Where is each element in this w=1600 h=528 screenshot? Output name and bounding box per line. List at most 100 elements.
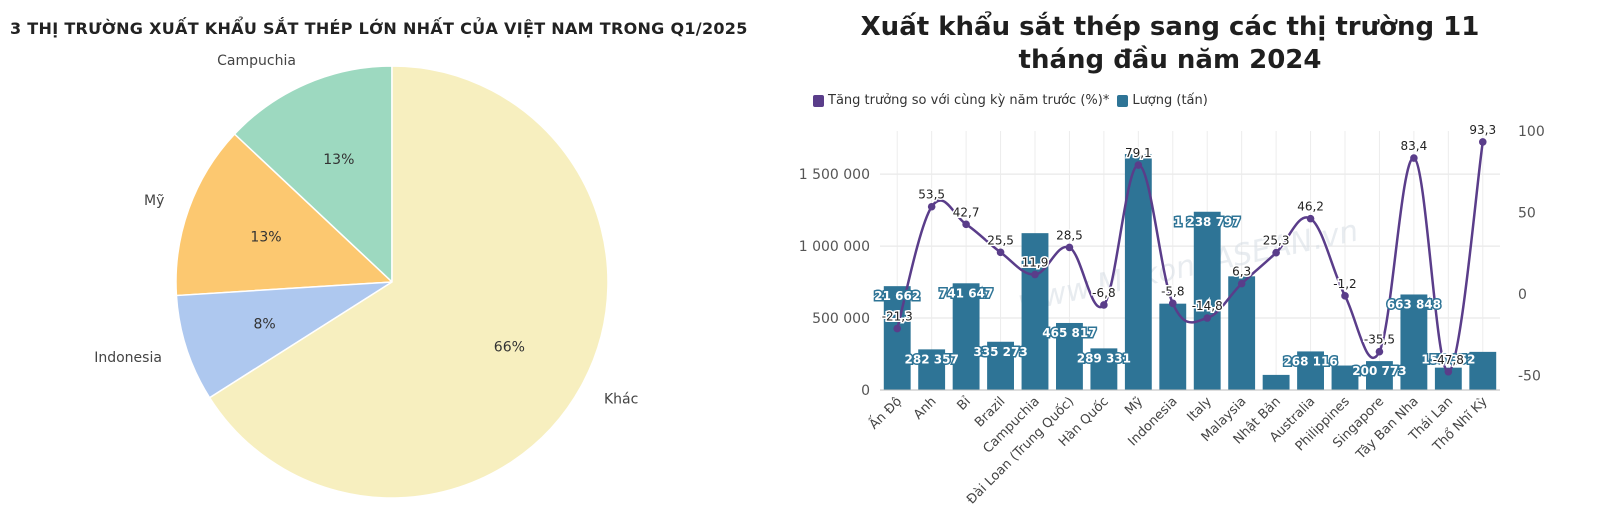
growth-point-bi: [962, 220, 970, 229]
growth-value-label-tho-nhi-ky: 93,3: [1469, 123, 1496, 137]
growth-value-label-anh: 53,5: [918, 188, 945, 202]
pie-chart-title: 3 THỊ TRƯỜNG XUẤT KHẨU SẮT THÉP LỚN NHẤT…: [10, 19, 748, 38]
growth-value-label-tay-ban-nha: 83,4: [1401, 139, 1428, 153]
bar-value-label-singapore: 200 773: [1352, 364, 1406, 378]
pie-value-label-khac: 66%: [494, 340, 525, 356]
chart-legend: Tăng trưởng so với cùng kỳ năm trước (%)…: [813, 93, 1216, 108]
legend-swatch-growth: [813, 94, 824, 107]
x-tick-label-italy: Italy: [1185, 394, 1216, 425]
bar-value-label-bi: 741 647: [939, 286, 993, 300]
growth-point-tho-nhi-ky: [1478, 138, 1487, 146]
growth-value-label-an-do: -21,3: [882, 310, 913, 324]
bar-han-quoc: [1090, 348, 1118, 390]
pie-value-label-my: 13%: [250, 230, 281, 246]
bar-my: [1124, 154, 1152, 390]
growth-value-label-my: 79,1: [1125, 146, 1152, 160]
bar-tho-nhi-ky: [1469, 351, 1497, 390]
growth-point-nhat-ban: [1272, 248, 1280, 257]
growth-value-label-indonesia: -5,8: [1161, 284, 1184, 298]
bar-italy: [1193, 211, 1221, 390]
y-left-tick-label: 500 000: [812, 311, 870, 327]
combo-chart-panel: Xuất khẩu sắt thép sang các thị trường 1…: [800, 0, 1600, 528]
growth-value-label-nhat-ban: 25,3: [1263, 234, 1290, 248]
growth-point-australia: [1306, 214, 1315, 223]
growth-point-philippines: [1341, 292, 1349, 300]
growth-point-tay-ban-nha: [1410, 154, 1418, 162]
pie-category-label-campuchia: Campuchia: [217, 53, 296, 69]
legend-item-growth: Tăng trưởng so với cùng kỳ năm trước (%)…: [813, 93, 1109, 108]
pie-category-label-khac: Khác: [604, 392, 638, 408]
growth-value-label-campuchia: 11,9: [1022, 256, 1049, 270]
growth-point-thai-lan: [1444, 367, 1453, 376]
bar-campuchia: [1021, 233, 1049, 390]
growth-point-singapore: [1375, 347, 1384, 356]
growth-point-indonesia: [1168, 299, 1177, 308]
bar-value-label-brazil: 335 273: [973, 345, 1027, 359]
y-left-tick-label: 1 500 000: [800, 167, 870, 183]
x-tick-label-bi: Bỉ: [954, 394, 974, 414]
pie-chart-panel: 3 THỊ TRƯỜNG XUẤT KHẨU SẮT THÉP LỚN NHẤT…: [10, 19, 748, 499]
growth-point-my: [1134, 161, 1143, 169]
bar-value-label-dai-loan-trung-quoc: 465 817: [1042, 326, 1096, 340]
growth-value-label-australia: 46,2: [1297, 200, 1324, 214]
bar-value-label-han-quoc: 289 331: [1077, 351, 1131, 365]
bar-brazil: [987, 341, 1014, 390]
growth-point-malaysia: [1237, 279, 1246, 288]
growth-value-label-singapore: -35,5: [1364, 333, 1395, 347]
growth-point-brazil: [996, 248, 1005, 257]
pie-slice-indonesia: [175, 281, 393, 399]
growth-value-label-italy: -14,8: [1192, 299, 1223, 313]
pie-value-label-campuchia: 13%: [323, 152, 354, 168]
growth-value-label-thai-lan: -47,8: [1433, 353, 1464, 367]
y-left-tick-label: 0: [861, 383, 870, 399]
growth-point-anh: [927, 202, 936, 211]
growth-point-han-quoc: [1100, 301, 1108, 309]
growth-point-dai-loan-trung-quoc: [1065, 243, 1074, 252]
growth-point-italy: [1203, 314, 1212, 322]
growth-value-label-dai-loan-trung-quoc: 28,5: [1056, 228, 1083, 242]
pie-category-label-indonesia: Indonesia: [94, 350, 162, 366]
bar-philippines: [1331, 365, 1359, 390]
bar-thai-lan: [1434, 367, 1462, 390]
y-right-tick-label: 100: [1518, 124, 1545, 140]
pie-chart: 13% Campuchia 13% Mỹ 8% Indonesia 66% Khác: [94, 53, 638, 499]
x-tick-label-my: Mỹ: [1122, 394, 1146, 418]
growth-point-an-do: [893, 324, 902, 333]
y-right-tick-label: 0: [1518, 287, 1527, 303]
pie-value-label-indonesia: 8%: [254, 316, 276, 332]
growth-value-label-bi: 42,7: [953, 205, 980, 219]
pie-category-label-my: Mỹ: [144, 193, 164, 209]
bar-dai-loan-trung-quoc: [1056, 322, 1083, 390]
bar-value-label-anh: 282 357: [905, 352, 959, 366]
pie-slice-campuchia: [233, 65, 393, 284]
bar-value-label-tay-ban-nha: 663 848: [1387, 297, 1441, 311]
legend-item-volume: Lượng (tấn): [1117, 93, 1208, 108]
x-tick-label-an-do: Ấn Độ: [865, 393, 905, 433]
y-left-tick-label: 1 000 000: [800, 239, 870, 255]
growth-value-label-malaysia: 6,3: [1232, 265, 1251, 279]
growth-value-label-brazil: 25,5: [987, 233, 1014, 247]
bar-value-label-an-do: 21 662: [874, 289, 920, 303]
growth-value-label-han-quoc: -6,8: [1092, 286, 1115, 300]
bar-value-label-thai-lan: 155 352: [1421, 353, 1475, 367]
bar-singapore: [1366, 361, 1393, 390]
bar-value-label-italy: 1 238 797: [1174, 215, 1241, 229]
bar-bi: [952, 283, 980, 390]
pie-slice-khac: [208, 65, 609, 499]
bar-anh: [918, 349, 946, 390]
bar-value-label-australia: 268 116: [1283, 354, 1337, 368]
x-tick-label-anh: Anh: [911, 394, 940, 423]
legend-label-volume: Lượng (tấn): [1132, 93, 1208, 108]
bar-nhat-ban: [1262, 374, 1290, 390]
y-right-tick-label: -50: [1518, 368, 1541, 384]
bar-australia: [1297, 351, 1324, 390]
pie-slice-my: [175, 133, 394, 297]
growth-value-label-philippines: -1,2: [1333, 277, 1356, 291]
bar-an-do: [883, 286, 911, 390]
growth-point-campuchia: [1031, 270, 1039, 279]
legend-swatch-volume: [1117, 94, 1129, 107]
combo-chart-title: Xuất khẩu sắt thép sang các thị trường 1…: [860, 12, 1480, 75]
legend-label-growth: Tăng trưởng so với cùng kỳ năm trước (%)…: [828, 93, 1110, 108]
y-right-tick-label: 50: [1518, 205, 1536, 221]
